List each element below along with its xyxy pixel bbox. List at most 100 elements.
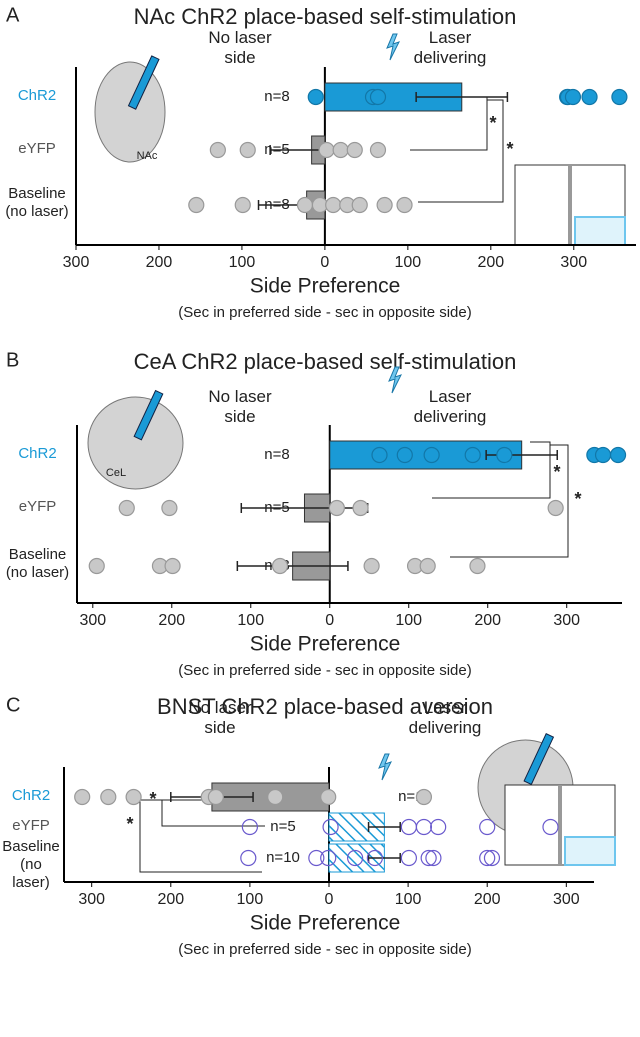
data-point — [320, 849, 337, 867]
side-label: No laser side — [208, 28, 272, 68]
x-axis-subtitle: (Sec in preferred side - sec in opposite… — [178, 662, 471, 679]
category-label: eYFP — [18, 140, 56, 157]
laser-icon — [388, 366, 402, 394]
data-point — [322, 818, 339, 836]
panel-label: B — [6, 349, 19, 371]
data-point — [267, 788, 284, 806]
significance-bracket — [418, 99, 504, 203]
category-label: eYFP — [12, 817, 50, 834]
n-label: n=8 — [264, 446, 289, 463]
x-tick-label: 300 — [79, 612, 106, 629]
significance-star: * — [506, 139, 513, 159]
data-point — [420, 849, 437, 867]
data-point — [542, 818, 559, 836]
data-point — [479, 818, 496, 836]
side-label: Laser delivering — [413, 387, 487, 427]
side-label: No laser side — [188, 698, 252, 738]
error-bar — [415, 92, 509, 102]
side-label: No laser side — [208, 387, 272, 427]
category-label: ChR2 — [17, 87, 57, 104]
category-label: ChR2 — [11, 787, 51, 804]
side-label: Laser delivering — [413, 28, 487, 68]
data-point — [369, 88, 387, 106]
x-tick-label: 100 — [229, 254, 256, 271]
x-tick-label: 200 — [158, 612, 185, 629]
data-point — [430, 818, 447, 836]
laser-icon — [386, 33, 400, 61]
data-point — [74, 788, 91, 806]
data-point — [611, 88, 628, 106]
data-point — [483, 849, 501, 867]
significance-star: * — [553, 462, 560, 482]
side-label: Laser delivering — [408, 698, 482, 738]
data-point — [307, 88, 324, 106]
data-point — [164, 557, 181, 575]
significance-bracket — [450, 444, 569, 558]
data-point — [469, 557, 486, 575]
x-tick-label: 200 — [477, 254, 504, 271]
data-point — [423, 446, 440, 464]
data-point — [271, 557, 289, 575]
x-tick-label: 0 — [325, 891, 334, 908]
x-tick-label: 200 — [146, 254, 173, 271]
data-point — [125, 788, 142, 806]
n-label: n=10 — [266, 849, 300, 866]
x-tick-label: 100 — [237, 891, 264, 908]
optic-fiber — [523, 733, 555, 786]
data-point — [594, 446, 612, 464]
data-point — [308, 849, 325, 867]
data-point — [346, 141, 363, 159]
brain-inset — [87, 396, 184, 490]
data-point — [234, 196, 251, 214]
error-bar — [236, 561, 349, 571]
data-point — [609, 446, 627, 464]
optic-fiber — [127, 55, 160, 110]
data-point — [207, 788, 224, 806]
significance-bracket — [161, 800, 265, 827]
data-point — [400, 849, 417, 867]
data-point — [351, 196, 368, 214]
x-tick-label: 200 — [157, 891, 184, 908]
data-point — [239, 141, 256, 159]
data-point — [320, 788, 337, 806]
data-point — [332, 141, 349, 159]
data-point — [188, 196, 205, 214]
data-point — [325, 196, 342, 214]
category-label: Baseline (no laser) — [5, 546, 70, 581]
x-tick-label: 0 — [325, 612, 334, 629]
data-point — [547, 499, 564, 517]
data-point — [347, 849, 364, 867]
x-tick-label: 300 — [553, 891, 580, 908]
category-label: eYFP — [18, 498, 57, 515]
x-tick-label: 100 — [395, 891, 422, 908]
laser-icon — [378, 753, 392, 781]
x-tick-label: 300 — [78, 891, 105, 908]
x-axis-subtitle: (Sec in preferred side - sec in opposite… — [178, 304, 471, 321]
data-point — [479, 849, 496, 867]
data-point — [376, 196, 393, 214]
significance-bracket — [432, 441, 551, 499]
data-point — [352, 499, 369, 517]
chamber-floor — [574, 216, 626, 246]
significance-star: * — [574, 489, 581, 509]
data-point — [496, 446, 513, 464]
x-tick-label: 300 — [553, 612, 580, 629]
significance-bracket — [139, 799, 262, 873]
chart-title: BNST ChR2 place-based aversion — [157, 694, 493, 719]
chamber-floor — [564, 836, 616, 866]
data-point — [318, 141, 335, 159]
x-tick-label: 100 — [395, 254, 422, 271]
category-label: Baseline (no laser) — [2, 838, 60, 891]
data-point — [369, 141, 387, 159]
inset-label: CeL — [106, 467, 126, 479]
x-tick-label: 300 — [63, 254, 90, 271]
data-point — [371, 446, 388, 464]
x-axis-label: Side Preference — [250, 633, 401, 656]
x-tick-label: 200 — [474, 891, 501, 908]
data-point — [363, 557, 380, 575]
n-label: n=8 — [264, 88, 289, 105]
data-point — [118, 499, 135, 517]
category-label: Baseline (no laser) — [5, 185, 69, 220]
